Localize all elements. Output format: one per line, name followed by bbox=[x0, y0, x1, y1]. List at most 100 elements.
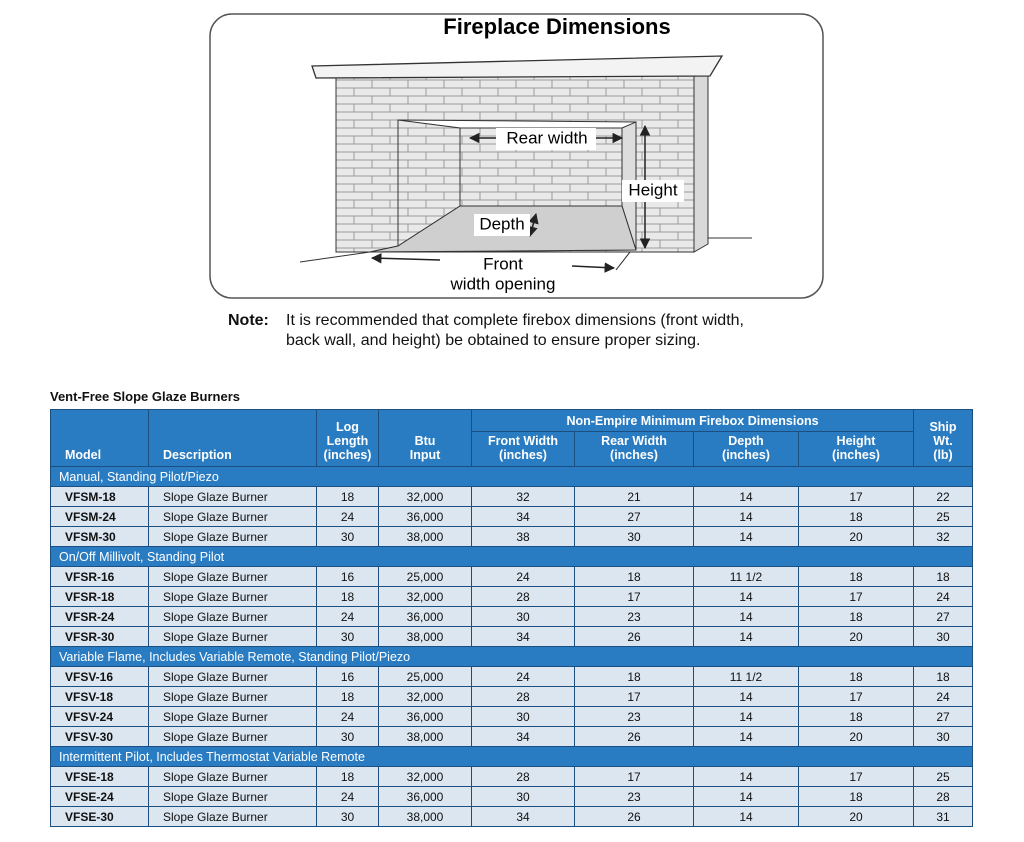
data-row: VFSV-24 Slope Glaze Burner 24 36,000 30 23 14 1… bbox=[50, 706, 973, 727]
value-cell: 14 bbox=[693, 806, 799, 827]
header-row: Front Width (inches) Rear Width (inches) Dep… bbox=[51, 431, 973, 467]
note-text: It is recommended that complete firebox … bbox=[286, 311, 744, 351]
data-row: VFSE-18 Slope Glaze Burner 18 32,000 28 17 14 1… bbox=[50, 766, 973, 787]
value-cell: 14 bbox=[693, 486, 799, 507]
note-line: back wall, and height) be obtained to en… bbox=[286, 332, 701, 349]
value-cell: 28 bbox=[913, 786, 973, 807]
value-cell: 20 bbox=[798, 806, 914, 827]
group-row: Intermittent Pilot, Includes Thermostat … bbox=[50, 746, 973, 767]
value-cell: 27 bbox=[574, 506, 694, 527]
column-header: Height (inches) bbox=[798, 431, 914, 467]
table-title: Vent-Free Slope Glaze Burners bbox=[50, 389, 241, 404]
value-cell: 30 bbox=[471, 706, 575, 727]
description-cell: Slope Glaze Burner bbox=[148, 786, 317, 807]
header-line: Model bbox=[65, 448, 102, 462]
value-cell: 25 bbox=[913, 506, 973, 527]
value-cell: 34 bbox=[471, 726, 575, 747]
value-cell: 38 bbox=[471, 526, 575, 547]
column-header: Front Width (inches) bbox=[471, 431, 575, 467]
value-cell: 17 bbox=[798, 766, 914, 787]
note-label: Note: bbox=[228, 312, 269, 329]
description-cell: Slope Glaze Burner bbox=[148, 586, 317, 607]
model-cell: VFSV-30 bbox=[50, 726, 149, 747]
table-header: Model Description Log Length (inches) Btu Inpu… bbox=[50, 409, 973, 467]
value-cell: 17 bbox=[798, 486, 914, 507]
value-cell: 31 bbox=[913, 806, 973, 827]
data-row: VFSM-30 Slope Glaze Burner 30 38,000 38 30 14 2… bbox=[50, 526, 973, 547]
model-cell: VFSR-24 bbox=[50, 606, 149, 627]
value-cell: 30 bbox=[316, 526, 379, 547]
value-cell: 14 bbox=[693, 686, 799, 707]
value-cell: 18 bbox=[798, 706, 914, 727]
description-cell: Slope Glaze Burner bbox=[148, 706, 317, 727]
value-cell: 32 bbox=[471, 486, 575, 507]
value-cell: 34 bbox=[471, 506, 575, 527]
model-cell: VFSM-30 bbox=[50, 526, 149, 547]
value-cell: 25,000 bbox=[378, 566, 472, 587]
column-header: Btu Input bbox=[378, 409, 472, 467]
value-cell: 18 bbox=[798, 506, 914, 527]
column-header: Model bbox=[50, 409, 149, 467]
value-cell: 30 bbox=[913, 726, 973, 747]
value-cell: 18 bbox=[798, 666, 914, 687]
value-cell: 36,000 bbox=[378, 606, 472, 627]
description-cell: Slope Glaze Burner bbox=[148, 726, 317, 747]
header-line: (inches) bbox=[722, 448, 770, 462]
value-cell: 17 bbox=[574, 766, 694, 787]
model-cell: VFSV-24 bbox=[50, 706, 149, 727]
front-width-label: Front bbox=[483, 254, 523, 273]
value-cell: 23 bbox=[574, 706, 694, 727]
value-cell: 32,000 bbox=[378, 686, 472, 707]
column-header: Log Length (inches) bbox=[316, 409, 379, 467]
header-line: Height bbox=[836, 434, 876, 448]
value-cell: 11 1/2 bbox=[693, 666, 799, 687]
value-cell: 16 bbox=[316, 566, 379, 587]
model-cell: VFSR-16 bbox=[50, 566, 149, 587]
data-row: VFSR-16 Slope Glaze Burner 16 25,000 24 18 11 … bbox=[50, 566, 973, 587]
header-line: Ship bbox=[929, 420, 957, 434]
diagram-title: Fireplace Dimensions bbox=[443, 14, 670, 39]
value-cell: 18 bbox=[913, 666, 973, 687]
header-line: (lb) bbox=[933, 448, 953, 462]
group-row: Variable Flame, Includes Variable Remote… bbox=[50, 646, 973, 667]
model-cell: VFSR-18 bbox=[50, 586, 149, 607]
value-cell: 34 bbox=[471, 626, 575, 647]
value-cell: 17 bbox=[574, 686, 694, 707]
value-cell: 18 bbox=[316, 686, 379, 707]
value-cell: 25 bbox=[913, 766, 973, 787]
description-cell: Slope Glaze Burner bbox=[148, 486, 317, 507]
header-line: Wt. bbox=[933, 434, 953, 448]
value-cell: 17 bbox=[798, 686, 914, 707]
model-cell: VFSE-24 bbox=[50, 786, 149, 807]
header-line: Length bbox=[326, 434, 369, 448]
value-cell: 18 bbox=[316, 586, 379, 607]
column-header: Description bbox=[148, 409, 317, 467]
value-cell: 30 bbox=[316, 806, 379, 827]
column-header: Ship Wt. (lb) bbox=[913, 409, 973, 467]
value-cell: 18 bbox=[798, 786, 914, 807]
value-cell: 27 bbox=[913, 706, 973, 727]
value-cell: 14 bbox=[693, 626, 799, 647]
description-cell: Slope Glaze Burner bbox=[148, 526, 317, 547]
data-row: VFSV-18 Slope Glaze Burner 18 32,000 28 17 14 1… bbox=[50, 686, 973, 707]
header-line: (inches) bbox=[323, 448, 372, 462]
value-cell: 38,000 bbox=[378, 806, 472, 827]
value-cell: 30 bbox=[471, 786, 575, 807]
value-cell: 26 bbox=[574, 806, 694, 827]
data-row: VFSR-18 Slope Glaze Burner 18 32,000 28 17 14 1… bbox=[50, 586, 973, 607]
fireplace-diagram: Fireplace Dimensions Rear width Height D… bbox=[209, 13, 824, 299]
value-cell: 24 bbox=[316, 706, 379, 727]
model-cell: VFSM-24 bbox=[50, 506, 149, 527]
value-cell: 23 bbox=[574, 606, 694, 627]
header-line: Log bbox=[336, 420, 359, 434]
value-cell: 17 bbox=[574, 586, 694, 607]
value-cell: 18 bbox=[798, 606, 914, 627]
value-cell: 30 bbox=[316, 726, 379, 747]
value-cell: 24 bbox=[316, 506, 379, 527]
data-row: VFSR-24 Slope Glaze Burner 24 36,000 30 23 14 1… bbox=[50, 606, 973, 627]
data-row: VFSE-24 Slope Glaze Burner 24 36,000 30 23 14 1… bbox=[50, 786, 973, 807]
value-cell: 30 bbox=[471, 606, 575, 627]
model-cell: VFSE-30 bbox=[50, 806, 149, 827]
header-line: Front Width bbox=[487, 434, 558, 448]
